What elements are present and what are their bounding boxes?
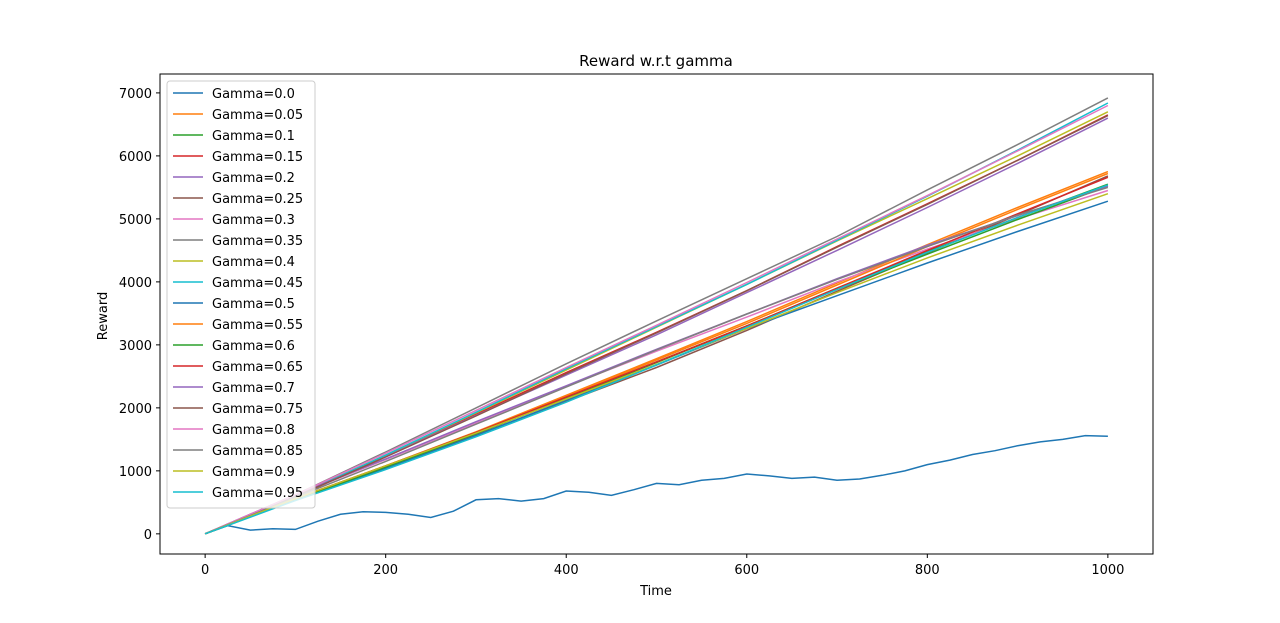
legend-label: Gamma=0.55 bbox=[212, 318, 303, 333]
legend-label: Gamma=0.0 bbox=[212, 87, 295, 102]
legend-label: Gamma=0.15 bbox=[212, 150, 303, 165]
legend-label: Gamma=0.45 bbox=[212, 276, 303, 291]
legend-label: Gamma=0.95 bbox=[212, 486, 303, 501]
series-line-17 bbox=[204, 186, 1109, 535]
x-tick-label: 600 bbox=[734, 563, 759, 578]
series-line-16 bbox=[204, 104, 1109, 535]
y-tick-label: 6000 bbox=[119, 150, 152, 165]
y-axis: 0 1000 2000 3000 4000 5000 6000 7000 bbox=[119, 87, 160, 543]
legend-label: Gamma=0.8 bbox=[212, 423, 295, 438]
chart-title: Reward w.r.t gamma bbox=[579, 52, 733, 70]
x-axis: 0 200 400 600 800 1000 bbox=[201, 554, 1124, 578]
y-tick-label: 4000 bbox=[119, 276, 152, 291]
y-tick-label: 5000 bbox=[119, 213, 152, 228]
x-tick-label: 200 bbox=[373, 563, 398, 578]
x-tick-label: 400 bbox=[554, 563, 579, 578]
legend-label: Gamma=0.75 bbox=[212, 402, 303, 417]
legend-label: Gamma=0.1 bbox=[212, 129, 295, 144]
legend-box bbox=[166, 80, 316, 509]
x-axis-title: Time bbox=[639, 584, 672, 599]
y-tick-label: 7000 bbox=[119, 87, 152, 102]
legend-label: Gamma=0.3 bbox=[212, 213, 295, 228]
y-tick-label: 3000 bbox=[119, 339, 152, 354]
legend-label: Gamma=0.35 bbox=[212, 234, 303, 249]
legend-label: Gamma=0.7 bbox=[212, 381, 295, 396]
y-tick-label: 2000 bbox=[119, 402, 152, 417]
series-line-15 bbox=[204, 114, 1109, 535]
legend-label: Gamma=0.5 bbox=[212, 297, 295, 312]
legend-label: Gamma=0.4 bbox=[212, 255, 295, 270]
legend-label: Gamma=0.65 bbox=[212, 360, 303, 375]
x-tick-label: 800 bbox=[915, 563, 940, 578]
legend-label: Gamma=0.2 bbox=[212, 171, 295, 186]
legend-label: Gamma=0.9 bbox=[212, 465, 295, 480]
plot-frame bbox=[159, 73, 1154, 555]
legend-label: Gamma=0.05 bbox=[212, 108, 303, 123]
legend-label: Gamma=0.6 bbox=[212, 339, 295, 354]
x-tick-label: 0 bbox=[201, 563, 209, 578]
legend-label: Gamma=0.85 bbox=[212, 444, 303, 459]
legend: Gamma=0.0 Gamma=0.05 Gamma=0.1 Gamma=0.15 Ga… bbox=[166, 80, 316, 509]
y-tick-label: 0 bbox=[144, 528, 152, 543]
series-line-0 bbox=[204, 434, 1108, 535]
plot-lines bbox=[204, 97, 1109, 535]
x-tick-label: 1000 bbox=[1091, 563, 1124, 578]
y-tick-label: 1000 bbox=[119, 465, 152, 480]
y-axis-title: Reward bbox=[96, 292, 111, 340]
legend-label: Gamma=0.25 bbox=[212, 192, 303, 207]
series-line-19 bbox=[204, 184, 1109, 535]
